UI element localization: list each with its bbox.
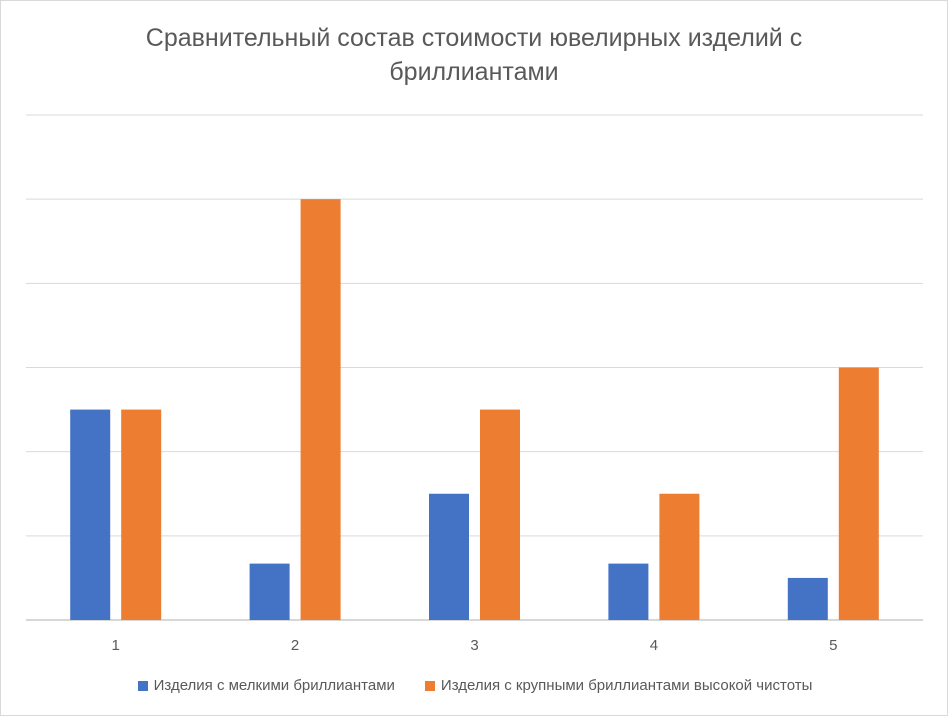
legend-swatch-orange — [424, 680, 435, 691]
legend-label: Изделия с мелкими бриллиантами — [153, 677, 395, 694]
bar-series-1-category-5 — [787, 577, 828, 620]
bar-series-1-category-3 — [429, 493, 469, 620]
bar-series-2-category-1 — [121, 409, 162, 620]
x-tick-label: 4 — [650, 637, 658, 654]
legend-label: Изделия с крупными бриллиантами высокой … — [440, 677, 813, 694]
legend-item-large-diamonds: Изделия с крупными бриллиантами высокой … — [424, 677, 813, 694]
bar-series-1-category-4 — [608, 563, 649, 620]
bar-series-2-category-2 — [300, 199, 341, 620]
chart-title: Сравнительный состав стоимости ювелирных… — [145, 24, 803, 86]
legend-item-small-diamonds: Изделия с мелкими бриллиантами — [137, 677, 395, 694]
x-tick-label: 5 — [829, 637, 837, 654]
bar-series-1-category-1 — [70, 409, 111, 620]
x-axis-ticks: 1 2 3 4 5 — [112, 637, 838, 654]
bar-series-2-category-5 — [838, 367, 879, 620]
legend-swatch-blue — [137, 680, 148, 691]
bars — [70, 199, 879, 620]
x-tick-label: 1 — [112, 637, 120, 654]
x-tick-label: 3 — [470, 637, 478, 654]
bar-series-2-category-3 — [480, 409, 520, 620]
bar-series-1-category-2 — [249, 563, 290, 620]
x-tick-label: 2 — [291, 637, 299, 654]
bar-series-2-category-4 — [659, 493, 700, 620]
gridlines — [26, 114, 923, 621]
legend: Изделия с мелкими бриллиантами Изделия с… — [1, 677, 948, 694]
